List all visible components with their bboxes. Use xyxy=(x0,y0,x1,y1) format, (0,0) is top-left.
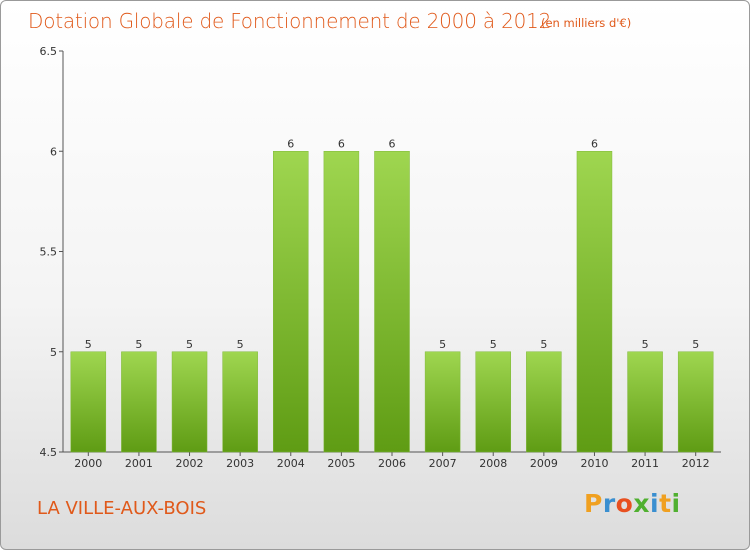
x-tick-label-2004: 2004 xyxy=(277,457,305,470)
logo-letter: i xyxy=(650,489,660,518)
x-tick-labels: 2000 2001 2002 2003 2004 2005 2006 2007 2008 2009… xyxy=(74,457,709,470)
bar-2010 xyxy=(576,151,613,453)
proxiti-logo: Proxiti xyxy=(584,489,681,518)
y-tick-label: 5 xyxy=(50,346,57,359)
data-label-2011: 5 xyxy=(642,338,649,351)
data-label-2012: 5 xyxy=(692,338,699,351)
unit-note: (en milliers d'€) xyxy=(541,16,632,30)
x-tick-label-2011: 2011 xyxy=(631,457,659,470)
y-tick-label: 6.5 xyxy=(40,45,58,58)
bar-2001 xyxy=(121,351,157,453)
x-tick-label-2000: 2000 xyxy=(74,457,102,470)
y-tick-label: 6 xyxy=(50,145,57,158)
bar-2000 xyxy=(70,351,107,453)
bar-2006 xyxy=(374,151,410,453)
x-tick-label-2008: 2008 xyxy=(479,457,507,470)
bar-2005 xyxy=(323,151,360,453)
x-tick-label-2009: 2009 xyxy=(530,457,558,470)
logo-letter: P xyxy=(584,489,603,518)
x-tick-label-2010: 2010 xyxy=(580,457,608,470)
data-label-2003: 5 xyxy=(237,338,244,351)
x-tick-label-2001: 2001 xyxy=(125,457,153,470)
bar-2011 xyxy=(627,351,663,453)
data-label-2000: 5 xyxy=(85,338,92,351)
bar-2008 xyxy=(475,351,511,453)
x-tick-label-2005: 2005 xyxy=(327,457,355,470)
data-label-2006: 6 xyxy=(389,137,396,150)
bar-2002 xyxy=(171,351,208,453)
commune-name: LA VILLE-AUX-BOIS xyxy=(37,498,207,519)
x-tick-label-2007: 2007 xyxy=(429,457,457,470)
y-tick-label: 5.5 xyxy=(40,246,58,259)
data-labels: 5 5 5 5 6 6 6 5 5 5 6 5 5 xyxy=(85,137,699,351)
logo-letter: t xyxy=(659,489,672,518)
x-tick-label-2003: 2003 xyxy=(226,457,254,470)
bars xyxy=(70,151,714,453)
bar-2007 xyxy=(424,351,461,453)
data-label-2001: 5 xyxy=(135,338,142,351)
bar-2009 xyxy=(526,351,562,453)
logo-letter: r xyxy=(602,489,616,518)
x-tick-label-2006: 2006 xyxy=(378,457,406,470)
x-tick-label-2012: 2012 xyxy=(682,457,710,470)
logo-letter: i xyxy=(671,489,681,518)
data-label-2009: 5 xyxy=(540,338,547,351)
data-label-2004: 6 xyxy=(287,137,294,150)
bar-2004 xyxy=(273,151,309,453)
chart-title: Dotation Globale de Fonctionnement de 20… xyxy=(28,9,552,33)
data-label-2005: 6 xyxy=(338,137,345,150)
y-tick-label: 4.5 xyxy=(40,446,58,459)
data-label-2007: 5 xyxy=(439,338,446,351)
bar-2012 xyxy=(677,351,714,453)
y-tick-labels: 4.5 5 5.5 6 6.5 xyxy=(40,45,58,459)
logo-letter: o xyxy=(615,489,634,518)
logo-letter: x xyxy=(633,489,650,518)
data-label-2010: 6 xyxy=(591,137,598,150)
x-tick-label-2002: 2002 xyxy=(176,457,204,470)
data-label-2008: 5 xyxy=(490,338,497,351)
data-label-2002: 5 xyxy=(186,338,193,351)
bar-2003 xyxy=(222,351,258,453)
